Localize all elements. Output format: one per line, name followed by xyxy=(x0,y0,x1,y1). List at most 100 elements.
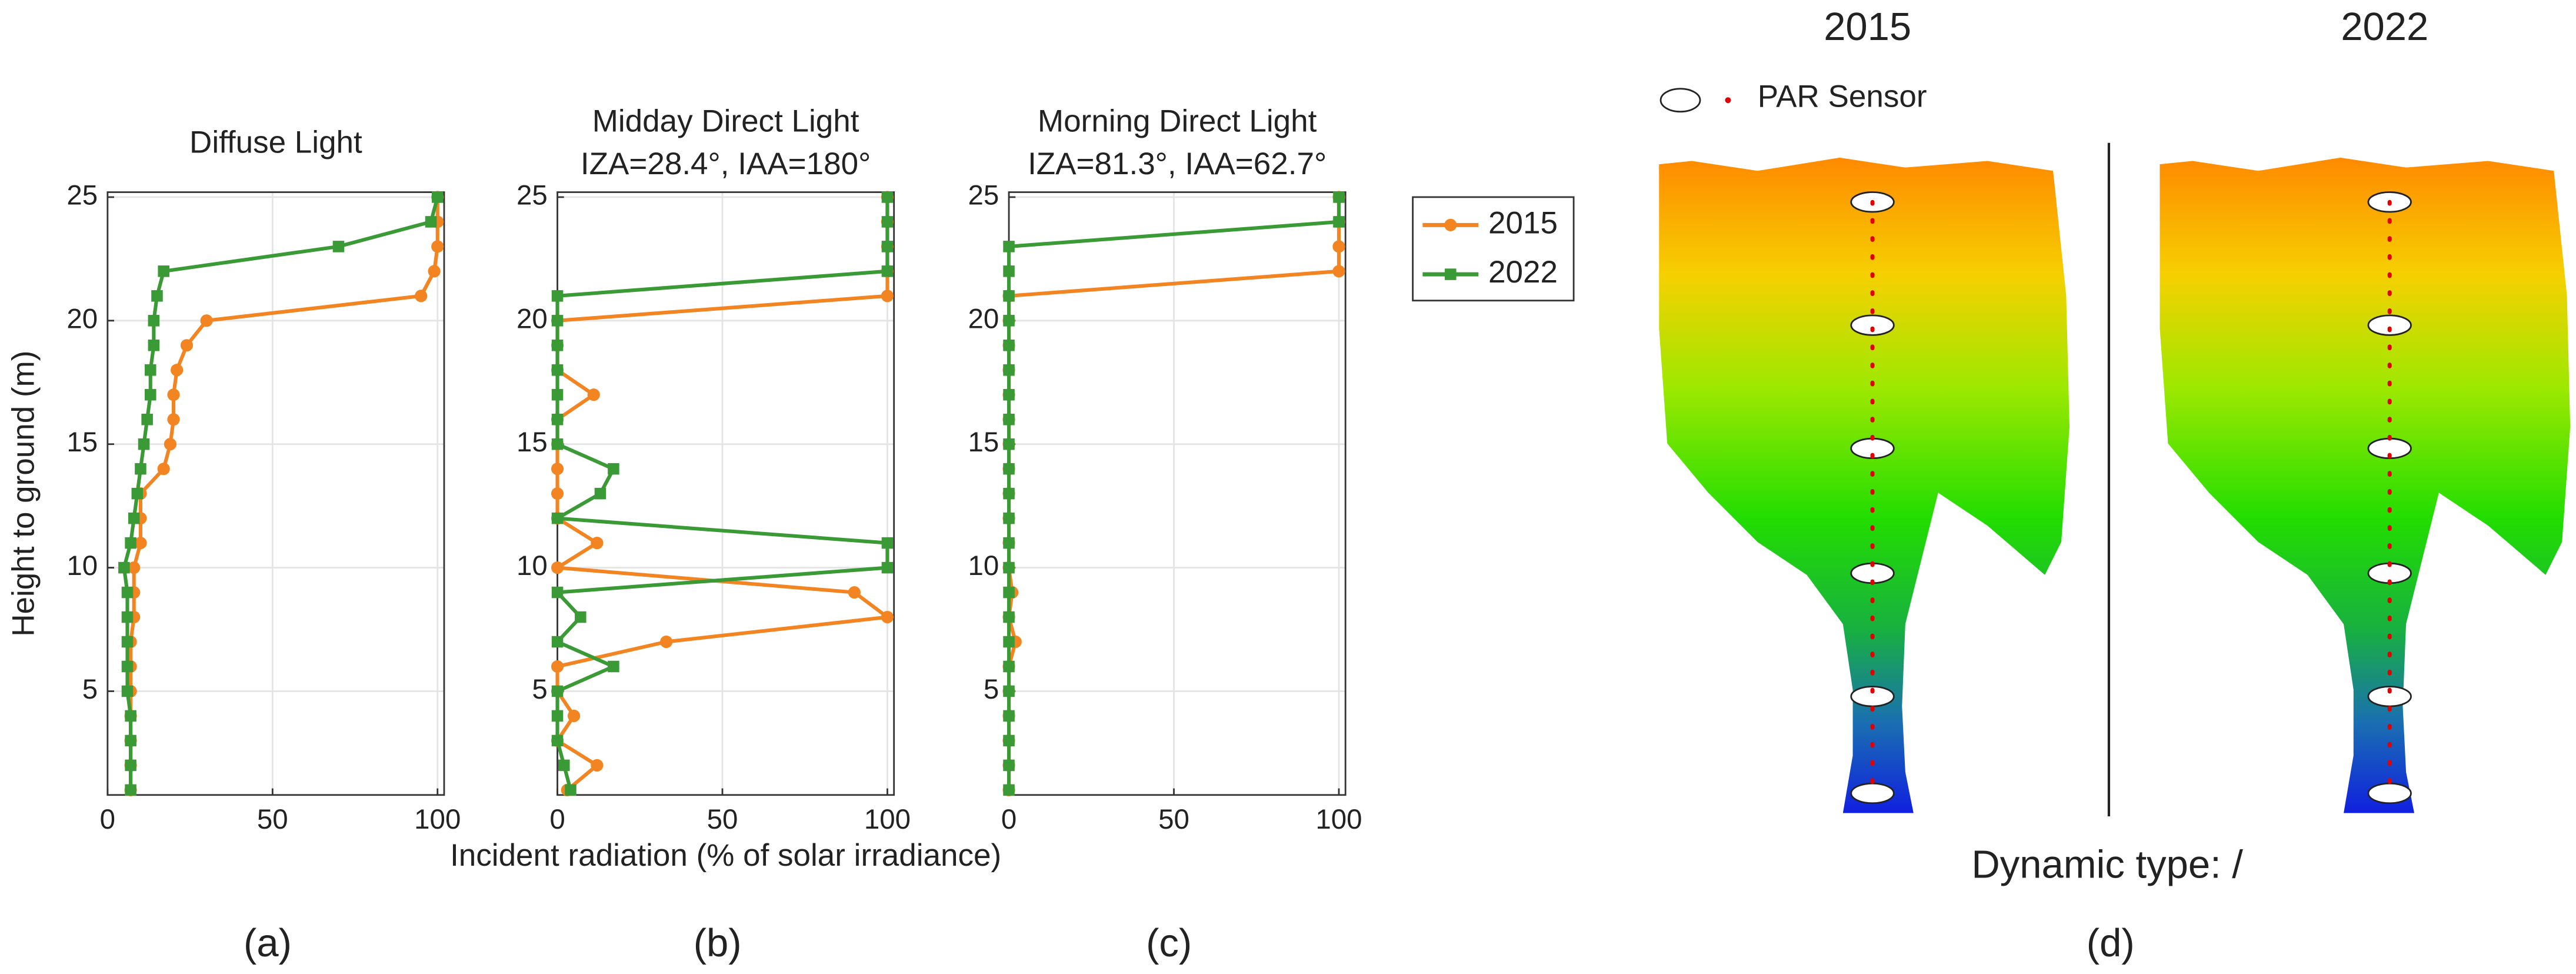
series-marker xyxy=(135,463,146,475)
tree-2015 xyxy=(1659,157,2070,813)
series-marker xyxy=(1003,710,1015,722)
series-marker xyxy=(551,512,564,524)
series-marker xyxy=(141,413,153,425)
series-marker xyxy=(1003,512,1015,524)
series-marker xyxy=(425,216,437,228)
series-marker xyxy=(551,438,564,450)
series-marker xyxy=(158,265,169,277)
series-marker xyxy=(608,463,619,475)
series-marker xyxy=(1333,191,1345,203)
y-tick-label: 25 xyxy=(968,179,999,211)
tree-title: 2015 xyxy=(1824,5,1911,49)
series-marker xyxy=(1003,438,1015,450)
series-marker xyxy=(575,611,586,623)
chart-title: Midday Direct Light xyxy=(592,104,859,138)
y-tick-label: 5 xyxy=(532,674,547,705)
panel-label: (d) xyxy=(2087,921,2135,965)
series-marker xyxy=(1003,463,1015,475)
chart-subtitle: IZA=28.4°, IAA=180° xyxy=(581,147,871,181)
series-marker xyxy=(157,463,170,476)
y-tick-label: 10 xyxy=(968,550,999,581)
tree-title: 2022 xyxy=(2341,5,2428,49)
y-tick-label: 10 xyxy=(66,550,98,581)
x-tick-label: 100 xyxy=(864,804,911,835)
series-marker xyxy=(180,339,194,352)
y-tick-label: 10 xyxy=(516,550,548,581)
series-marker xyxy=(144,364,156,376)
series-marker xyxy=(431,191,444,203)
series-marker xyxy=(1332,240,1345,253)
series-marker xyxy=(848,586,861,599)
series-marker xyxy=(1003,413,1015,425)
series-marker xyxy=(1003,660,1015,673)
series-marker xyxy=(148,340,160,351)
series-marker xyxy=(551,685,564,697)
series-marker xyxy=(125,759,136,772)
caption: Dynamic type: / xyxy=(1971,842,2243,886)
series-marker xyxy=(1003,290,1015,302)
series-marker xyxy=(1003,611,1015,623)
series-marker xyxy=(608,660,619,673)
series-marker xyxy=(1332,265,1345,278)
sensor-legend: PAR Sensor xyxy=(1758,79,1927,114)
legend-box xyxy=(1412,196,1575,302)
series-marker xyxy=(881,561,894,574)
series-marker xyxy=(144,388,156,401)
series-marker xyxy=(167,388,180,401)
x-tick-label: 50 xyxy=(707,804,738,835)
tree-2022 xyxy=(2160,157,2571,813)
series-marker xyxy=(594,487,606,500)
legend-marker xyxy=(1445,268,1457,280)
x-tick-label: 50 xyxy=(257,804,288,835)
series-marker xyxy=(148,315,160,327)
legend-label: 2022 xyxy=(1488,255,1558,290)
x-tick-label: 100 xyxy=(414,804,461,835)
series-marker xyxy=(591,759,604,772)
series-marker xyxy=(558,759,570,772)
series-marker xyxy=(121,685,134,697)
series-marker xyxy=(171,364,184,377)
series-marker xyxy=(428,265,441,278)
series-marker xyxy=(1003,340,1015,351)
y-tick-label: 5 xyxy=(82,674,98,705)
series-marker xyxy=(551,340,564,351)
series-marker xyxy=(164,438,177,451)
series-marker xyxy=(121,586,134,599)
series-marker xyxy=(1003,265,1015,277)
series-marker xyxy=(1003,487,1015,500)
x-tick-label: 50 xyxy=(1158,804,1189,835)
series-marker xyxy=(332,241,345,252)
series-marker xyxy=(660,635,673,649)
series-marker xyxy=(1003,537,1015,549)
series-marker xyxy=(118,561,130,574)
axes-box xyxy=(106,191,445,796)
chart-title: Diffuse Light xyxy=(189,125,362,160)
series-marker xyxy=(125,784,136,796)
series-marker xyxy=(881,241,894,252)
series-marker xyxy=(200,314,213,327)
series-marker xyxy=(121,636,134,648)
series-marker xyxy=(138,438,150,450)
y-tick-label: 25 xyxy=(516,179,548,211)
y-tick-label: 15 xyxy=(516,427,548,458)
series-marker xyxy=(431,240,444,253)
series-marker xyxy=(881,216,894,228)
sensor-dot xyxy=(1725,97,1731,104)
series-marker xyxy=(1003,561,1015,574)
series-marker xyxy=(881,265,894,277)
series-marker xyxy=(551,561,564,574)
series-marker xyxy=(128,512,140,524)
series-marker xyxy=(551,364,564,376)
y-tick-label: 15 xyxy=(66,427,98,458)
y-tick-label: 15 xyxy=(968,427,999,458)
y-tick-label: 20 xyxy=(66,303,98,334)
series-marker xyxy=(125,710,136,722)
x-tick-label: 0 xyxy=(549,804,565,835)
series-marker xyxy=(1003,315,1015,327)
series-marker xyxy=(131,487,144,500)
x-axis-label: Incident radiation (% of solar irradianc… xyxy=(450,838,1001,873)
series-marker xyxy=(121,660,134,673)
series-marker xyxy=(551,710,564,722)
chart-title: Morning Direct Light xyxy=(1038,104,1317,138)
